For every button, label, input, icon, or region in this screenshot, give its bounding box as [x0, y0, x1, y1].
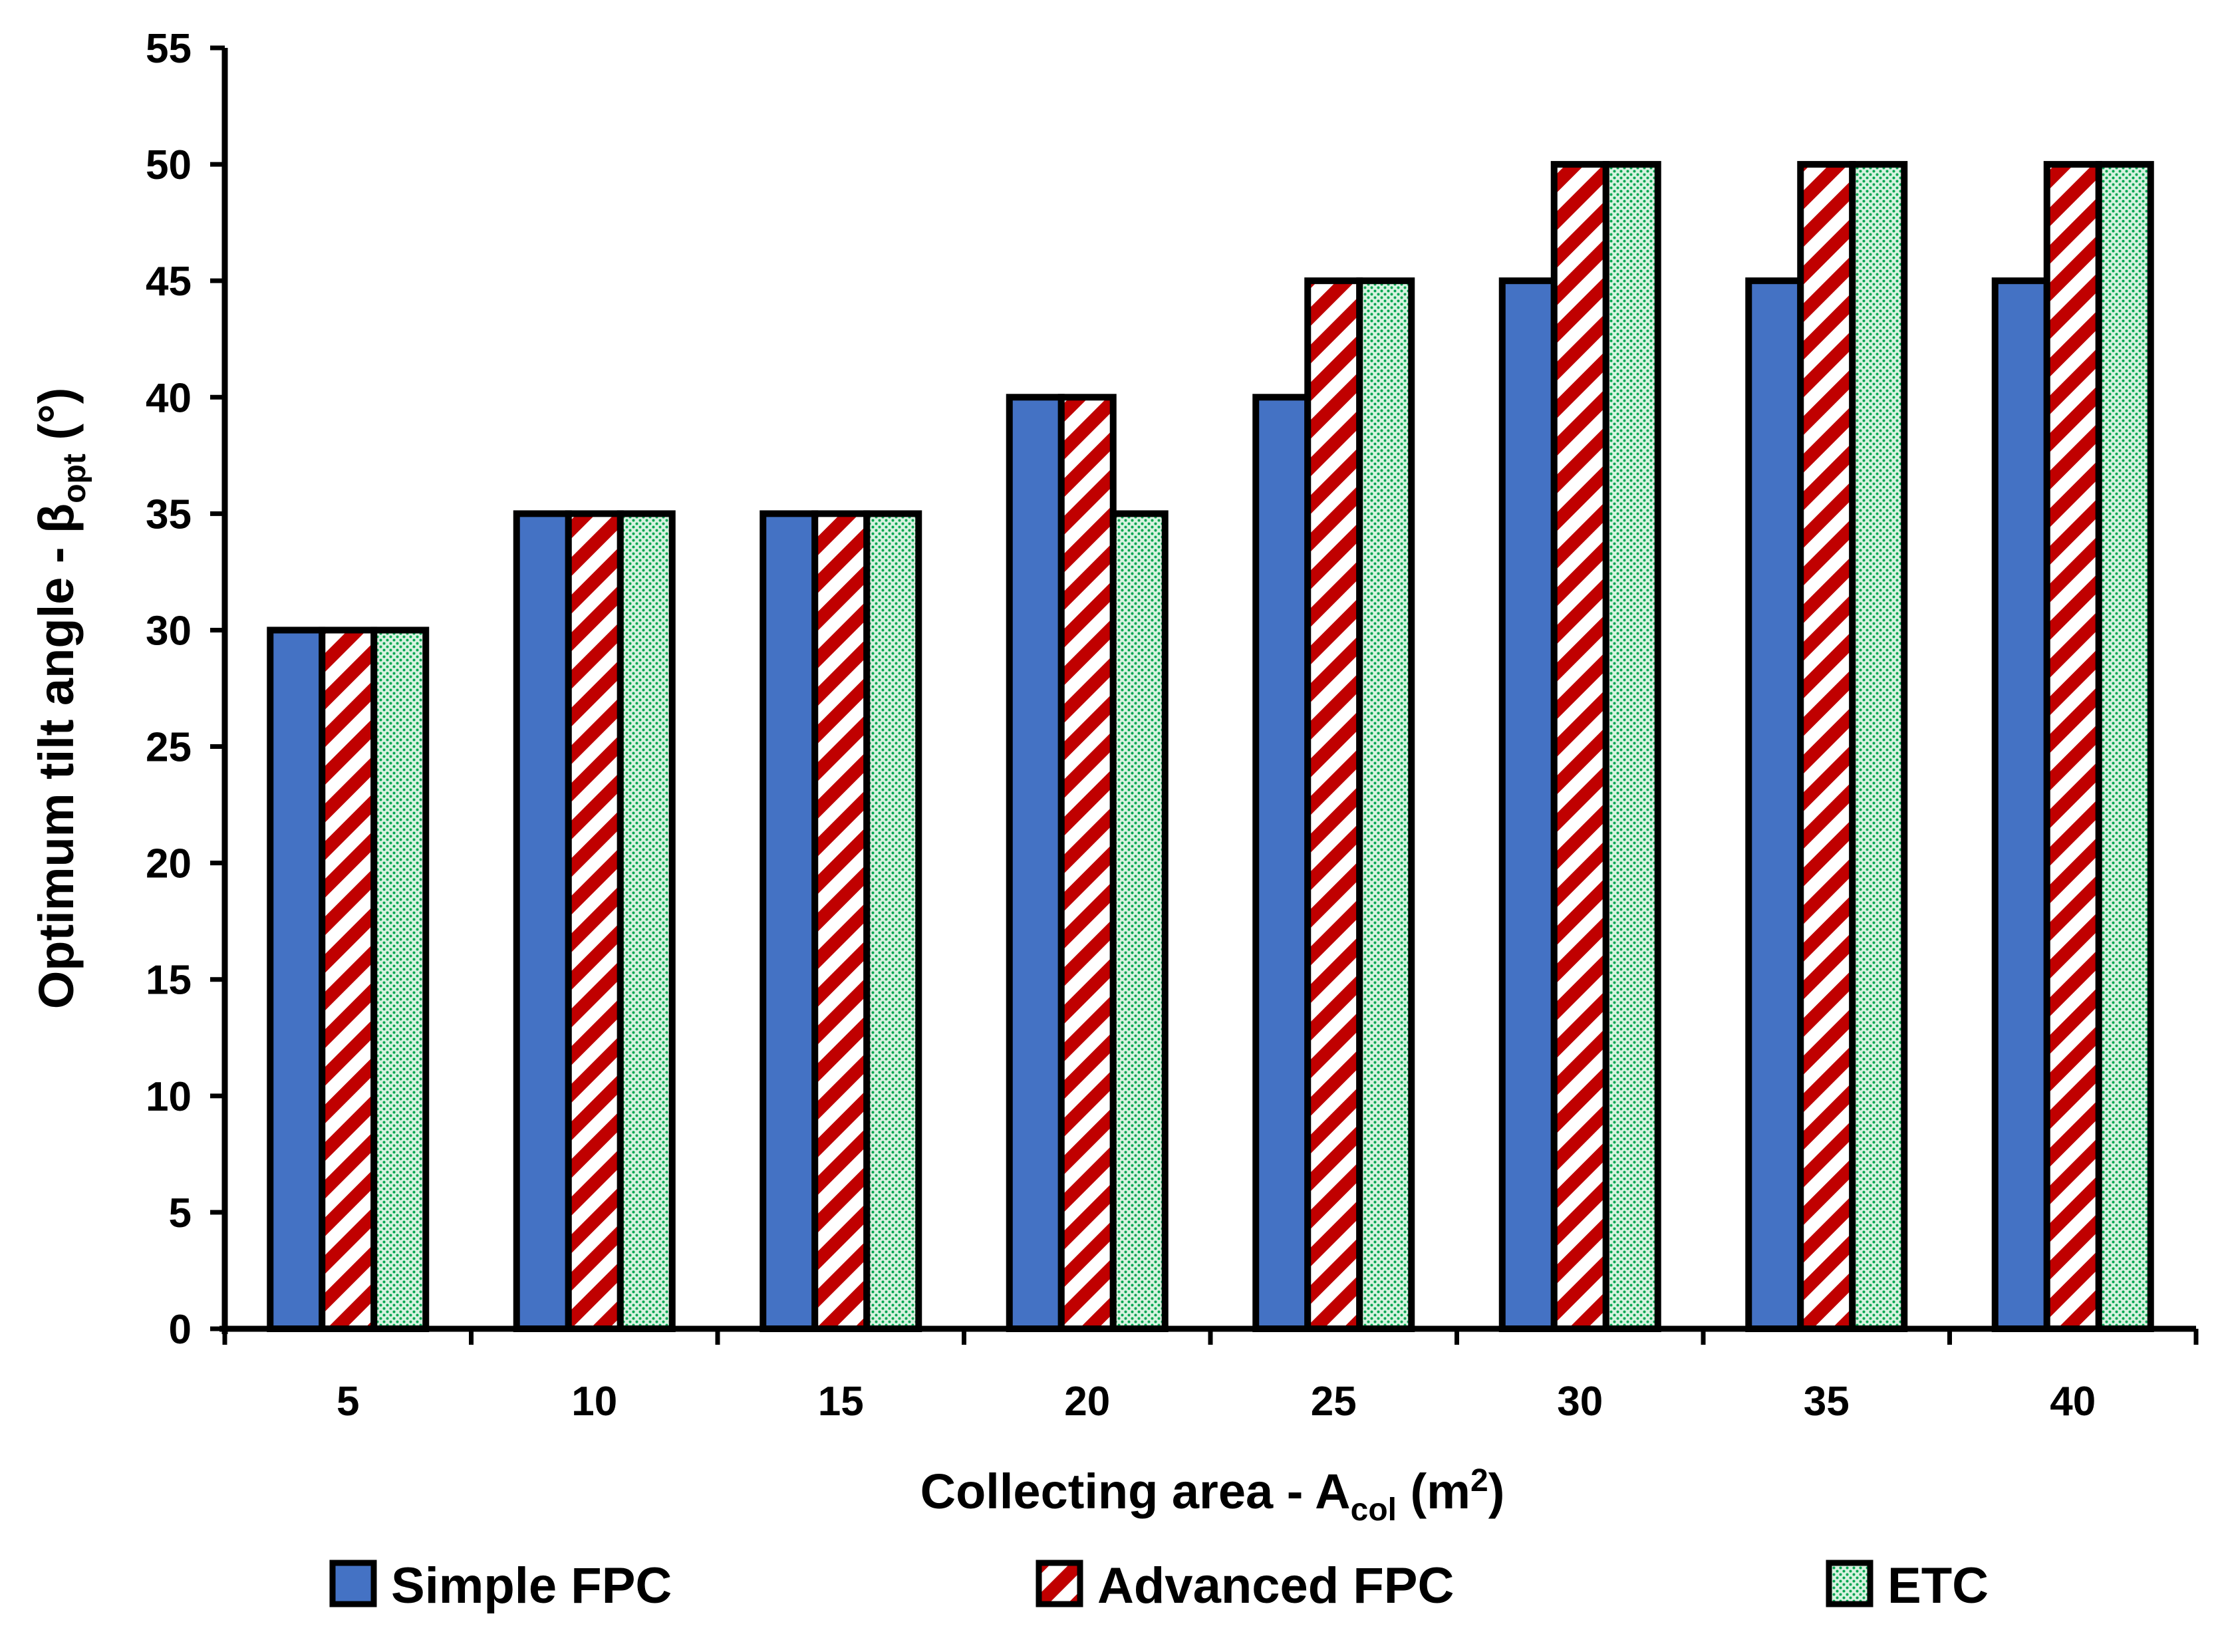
legend-swatch — [329, 1560, 377, 1607]
bar-simple-fpc-15 — [760, 510, 819, 1332]
bar-etc-35 — [1849, 161, 1908, 1332]
bar-simple-fpc-25 — [1252, 394, 1312, 1332]
bar-etc-20 — [1109, 510, 1169, 1332]
bar-etc-25 — [1356, 277, 1415, 1333]
bar-simple-fpc-40 — [1991, 277, 2050, 1333]
x-tick-label: 35 — [1804, 1379, 1850, 1425]
bar-etc-5 — [370, 626, 430, 1332]
x-tick-label: 5 — [337, 1379, 359, 1425]
bar-simple-fpc-20 — [1006, 394, 1065, 1332]
legend-label: Simple FPC — [391, 1558, 672, 1614]
bar-advanced-fpc-35 — [1797, 161, 1856, 1332]
y-tick-label: 20 — [146, 841, 192, 887]
y-tick-label: 30 — [146, 608, 192, 654]
x-tick-label: 30 — [1557, 1379, 1603, 1425]
y-tick-label: 0 — [169, 1307, 192, 1353]
bar-advanced-fpc-10 — [565, 510, 624, 1332]
legend: Simple FPC Advanced FPC ETC — [329, 1558, 1989, 1614]
y-tick-label: 25 — [146, 725, 192, 771]
bar-advanced-fpc-25 — [1304, 277, 1363, 1333]
legend-item-advanced-fpc: Advanced FPC — [1036, 1558, 1454, 1614]
y-tick-label: 10 — [146, 1074, 192, 1120]
bar-advanced-fpc-20 — [1057, 394, 1117, 1332]
x-axis-title: Collecting area - Acol (m2) — [920, 1463, 1505, 1528]
y-tick-label: 40 — [146, 375, 192, 421]
bar-simple-fpc-30 — [1498, 277, 1558, 1333]
y-tick-label: 55 — [146, 26, 192, 72]
y-tick-label: 15 — [146, 958, 192, 1004]
x-tick-label: 40 — [2050, 1379, 2096, 1425]
bar-etc-15 — [863, 510, 922, 1332]
legend-item-simple-fpc: Simple FPC — [329, 1558, 672, 1614]
y-tick-label: 35 — [146, 491, 192, 537]
y-tick-label: 5 — [169, 1190, 192, 1236]
x-tick-label: 15 — [818, 1379, 864, 1425]
bar-etc-10 — [617, 510, 676, 1332]
legend-label: Advanced FPC — [1097, 1558, 1454, 1614]
bar-advanced-fpc-30 — [1550, 161, 1609, 1332]
y-axis-title: Optimum tilt angle - βopt (°) — [29, 388, 92, 1010]
bar-simple-fpc-10 — [513, 510, 572, 1332]
bar-advanced-fpc-5 — [319, 626, 378, 1332]
bar-etc-40 — [2095, 161, 2154, 1332]
x-tick-label: 10 — [571, 1379, 617, 1425]
bar-advanced-fpc-40 — [2043, 161, 2102, 1332]
legend-label: ETC — [1887, 1558, 1989, 1614]
bar-advanced-fpc-15 — [811, 510, 871, 1332]
bar-simple-fpc-5 — [267, 626, 326, 1332]
y-tick-label: 50 — [146, 142, 192, 188]
bar-simple-fpc-35 — [1745, 277, 1804, 1333]
legend-swatch — [1826, 1560, 1873, 1607]
x-tick-label: 20 — [1064, 1379, 1110, 1425]
legend-item-etc: ETC — [1826, 1558, 1989, 1614]
legend-swatch — [1036, 1560, 1083, 1607]
y-tick-label: 45 — [146, 259, 192, 305]
bar-etc-30 — [1602, 161, 1661, 1332]
x-tick-label: 25 — [1311, 1379, 1357, 1425]
